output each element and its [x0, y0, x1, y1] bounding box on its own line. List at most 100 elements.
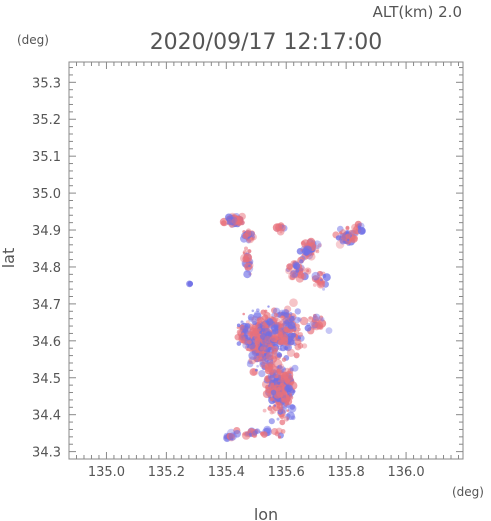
data-point [283, 326, 289, 331]
data-point [325, 327, 333, 334]
data-point [276, 352, 283, 358]
data-point [277, 405, 280, 409]
data-point [300, 240, 306, 246]
data-point [283, 367, 286, 371]
data-point [247, 340, 252, 345]
data-point [298, 332, 303, 337]
data-point [299, 259, 304, 264]
data-point [292, 315, 295, 318]
data-point [236, 323, 241, 328]
y-tick-label: 35.0 [32, 187, 61, 202]
data-point [284, 385, 291, 392]
data-point [274, 374, 279, 379]
data-point [253, 310, 262, 319]
data-point [242, 342, 249, 349]
chart-title: 2020/09/17 12:17:00 [150, 30, 383, 55]
data-point [278, 409, 283, 413]
data-point [274, 431, 280, 437]
data-point [271, 351, 274, 354]
data-point [268, 404, 272, 408]
data-point [322, 287, 326, 291]
data-point [267, 363, 277, 373]
data-point [255, 352, 259, 356]
data-point [294, 338, 302, 346]
data-point [276, 391, 284, 398]
data-point [299, 316, 309, 326]
data-point [268, 418, 275, 425]
x-tick-label: 135.4 [208, 465, 245, 480]
data-point [221, 220, 227, 226]
data-point [280, 315, 285, 321]
data-point [293, 352, 300, 359]
data-point [248, 351, 257, 360]
data-points [186, 212, 366, 443]
y-tick-label: 35.1 [32, 150, 61, 165]
data-point [259, 346, 265, 351]
data-point [341, 235, 345, 239]
data-point [254, 428, 261, 435]
y-tick-label: 34.3 [32, 446, 61, 461]
data-point [226, 432, 234, 440]
data-point [279, 363, 284, 369]
data-point [286, 348, 296, 357]
data-point [242, 432, 246, 436]
y-tick-label: 34.4 [32, 409, 61, 424]
data-point [317, 243, 322, 248]
data-point [246, 360, 254, 368]
data-point [307, 252, 316, 261]
data-point [248, 331, 254, 337]
data-point [277, 435, 282, 439]
data-point [266, 331, 272, 337]
data-point [280, 336, 289, 346]
data-point [288, 404, 297, 413]
data-point [301, 343, 308, 349]
data-point [264, 312, 271, 319]
data-point [257, 327, 262, 332]
data-point [311, 315, 320, 324]
data-point [290, 415, 296, 421]
data-point [273, 317, 282, 325]
data-point [267, 405, 273, 411]
data-point [252, 430, 258, 436]
data-point [277, 364, 283, 370]
data-point [186, 280, 193, 288]
y-tick-label: 35.2 [32, 113, 61, 128]
y-tick-label: 34.9 [32, 224, 61, 239]
data-point [296, 248, 304, 255]
data-point [308, 316, 312, 320]
data-point [240, 320, 245, 325]
data-point [322, 273, 331, 282]
data-point [284, 305, 292, 313]
data-point [243, 270, 252, 279]
data-point [272, 321, 275, 324]
data-point [289, 393, 293, 396]
data-point [259, 358, 267, 366]
data-point [306, 322, 311, 327]
data-point [339, 238, 346, 245]
x-tick-label: 135.2 [148, 465, 185, 480]
data-point [255, 368, 258, 372]
data-point [242, 312, 245, 316]
data-point [248, 316, 254, 323]
data-point [341, 234, 349, 242]
data-point [320, 317, 325, 322]
data-point [265, 351, 275, 361]
data-point [280, 429, 286, 434]
data-point [258, 345, 265, 352]
data-point [244, 262, 253, 271]
data-point [261, 431, 268, 438]
x-tick-label: 135.8 [328, 465, 365, 480]
data-point [266, 318, 274, 326]
data-point [279, 419, 286, 426]
data-point [258, 370, 266, 378]
data-point [276, 417, 280, 421]
data-point [251, 309, 255, 313]
data-point [276, 368, 282, 374]
data-point [260, 309, 266, 315]
data-point [277, 409, 283, 415]
data-point [289, 298, 298, 308]
data-point [281, 322, 285, 327]
data-point [241, 332, 245, 336]
data-point [228, 432, 237, 441]
